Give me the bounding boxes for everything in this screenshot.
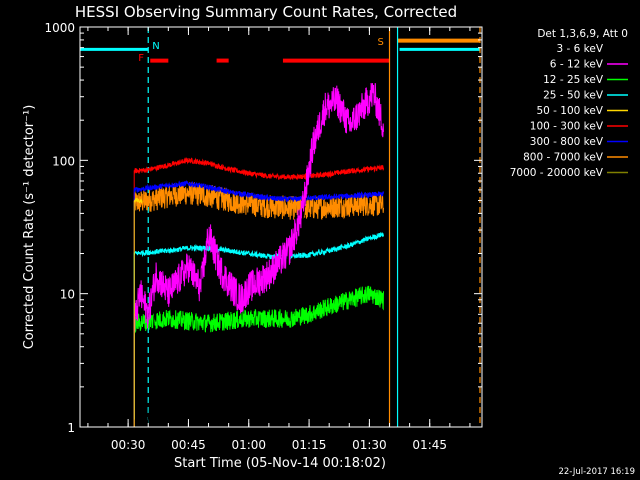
x-tick-label-1: 00:45 — [171, 438, 206, 452]
x-tick-label-2: 01:00 — [231, 438, 266, 452]
chart-title: HESSI Observing Summary Count Rates, Cor… — [75, 3, 457, 21]
generation-timestamp: 22-Jul-2017 16:19 — [558, 467, 635, 477]
y-tick-label-0: 1 — [67, 421, 75, 435]
flag-label-N: N — [152, 41, 159, 52]
legend-label-7: 800 - 7000 keV — [523, 152, 604, 164]
y-axis-label: Corrected Count Rate (s⁻¹ detector⁻¹) — [22, 105, 37, 350]
legend-label-5: 100 - 300 keV — [530, 121, 604, 133]
plot-frame — [79, 26, 483, 428]
series-line-1 — [133, 82, 384, 427]
legend-label-6: 300 - 800 keV — [530, 136, 604, 148]
legend-label-0: 3 - 6 keV — [556, 43, 603, 55]
series-line-7 — [133, 181, 384, 427]
legend-label-3: 25 - 50 keV — [543, 90, 604, 102]
legend-label-2: 12 - 25 keV — [543, 74, 604, 86]
legend: Det 1,3,6,9, Att 0 3 - 6 keV 6 - 12 keV 12… — [510, 28, 628, 179]
legend-label-1: 6 - 12 keV — [550, 59, 604, 71]
x-axis-label: Start Time (05-Nov-14 00:18:02) — [174, 456, 386, 471]
x-tick-label-0: 00:30 — [111, 438, 146, 452]
x-tick-label-5: 01:45 — [412, 438, 447, 452]
axes-group: 00:30 00:45 01:00 01:15 01:30 01:45 1 10 100 1000 — [44, 21, 482, 452]
x-tick-label-4: 01:30 — [352, 438, 387, 452]
legend-label-4: 50 - 100 keV — [536, 105, 603, 117]
flag-label-S: S — [378, 37, 384, 48]
x-tick-label-3: 01:15 — [292, 438, 327, 452]
y-tick-label-1: 10 — [60, 288, 75, 302]
legend-label-8: 7000 - 20000 keV — [510, 167, 604, 179]
legend-title: Det 1,3,6,9, Att 0 — [537, 28, 628, 40]
series-line-3 — [133, 231, 384, 427]
y-tick-label-3: 1000 — [44, 21, 75, 35]
series-line-2 — [133, 285, 384, 427]
series-line-6 — [133, 179, 384, 427]
plot-marks: NF S — [80, 27, 481, 428]
y-tick-label-2: 100 — [52, 154, 75, 168]
series-line-5 — [133, 156, 384, 427]
flag-label-F: F — [138, 53, 144, 64]
series-line-4 — [133, 197, 143, 427]
